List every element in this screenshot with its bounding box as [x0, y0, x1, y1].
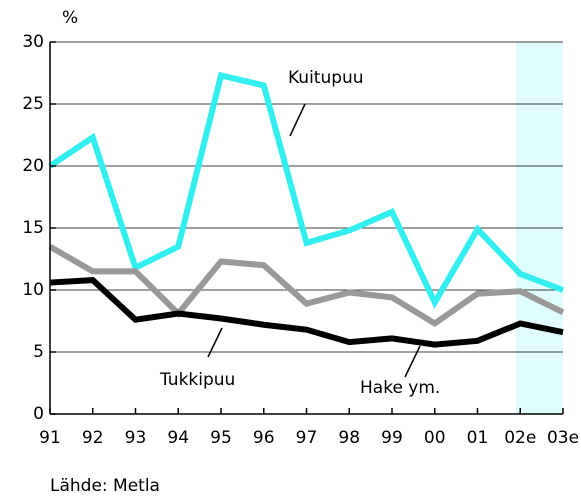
x-tick-label: 91: [39, 428, 61, 448]
series-line: [48, 244, 565, 328]
pointer: [289, 103, 306, 137]
x-tick-label: 95: [210, 428, 232, 448]
x-tick-label: 92: [82, 428, 104, 448]
y-tick-label: 10: [22, 280, 44, 300]
y-unit: %: [62, 8, 78, 28]
x-tick-label: 01: [467, 428, 489, 448]
x-tick-label: 96: [253, 428, 275, 448]
series-label: Hake ym.: [360, 378, 440, 398]
series-label: Tukkipuu: [159, 370, 235, 390]
y-tick-label: 5: [33, 342, 44, 362]
series-line: [48, 71, 565, 309]
source: Lähde: Metla: [50, 476, 160, 496]
x-tick-label: 02e: [504, 428, 536, 448]
y-tick-label: 20: [22, 156, 44, 176]
series-label: Kuitupuu: [288, 68, 364, 88]
y-tick-label: 25: [22, 94, 44, 114]
x-tick-label: 99: [381, 428, 403, 448]
x-tick-label: 03e: [547, 428, 579, 448]
x-tick-label: 00: [424, 428, 446, 448]
pointer: [404, 345, 421, 378]
lines: [48, 71, 565, 348]
y-tick-label: 15: [22, 218, 44, 238]
y-tick-label: 0: [33, 404, 44, 424]
x-tick-label: 97: [296, 428, 318, 448]
x-tick-label: 98: [338, 428, 360, 448]
x-tick-label: 93: [125, 428, 147, 448]
grid: [50, 41, 563, 415]
y-tick-label: 30: [22, 32, 44, 52]
pointer: [207, 327, 223, 358]
series-line: [49, 277, 564, 348]
x-tick-label: 94: [167, 428, 189, 448]
